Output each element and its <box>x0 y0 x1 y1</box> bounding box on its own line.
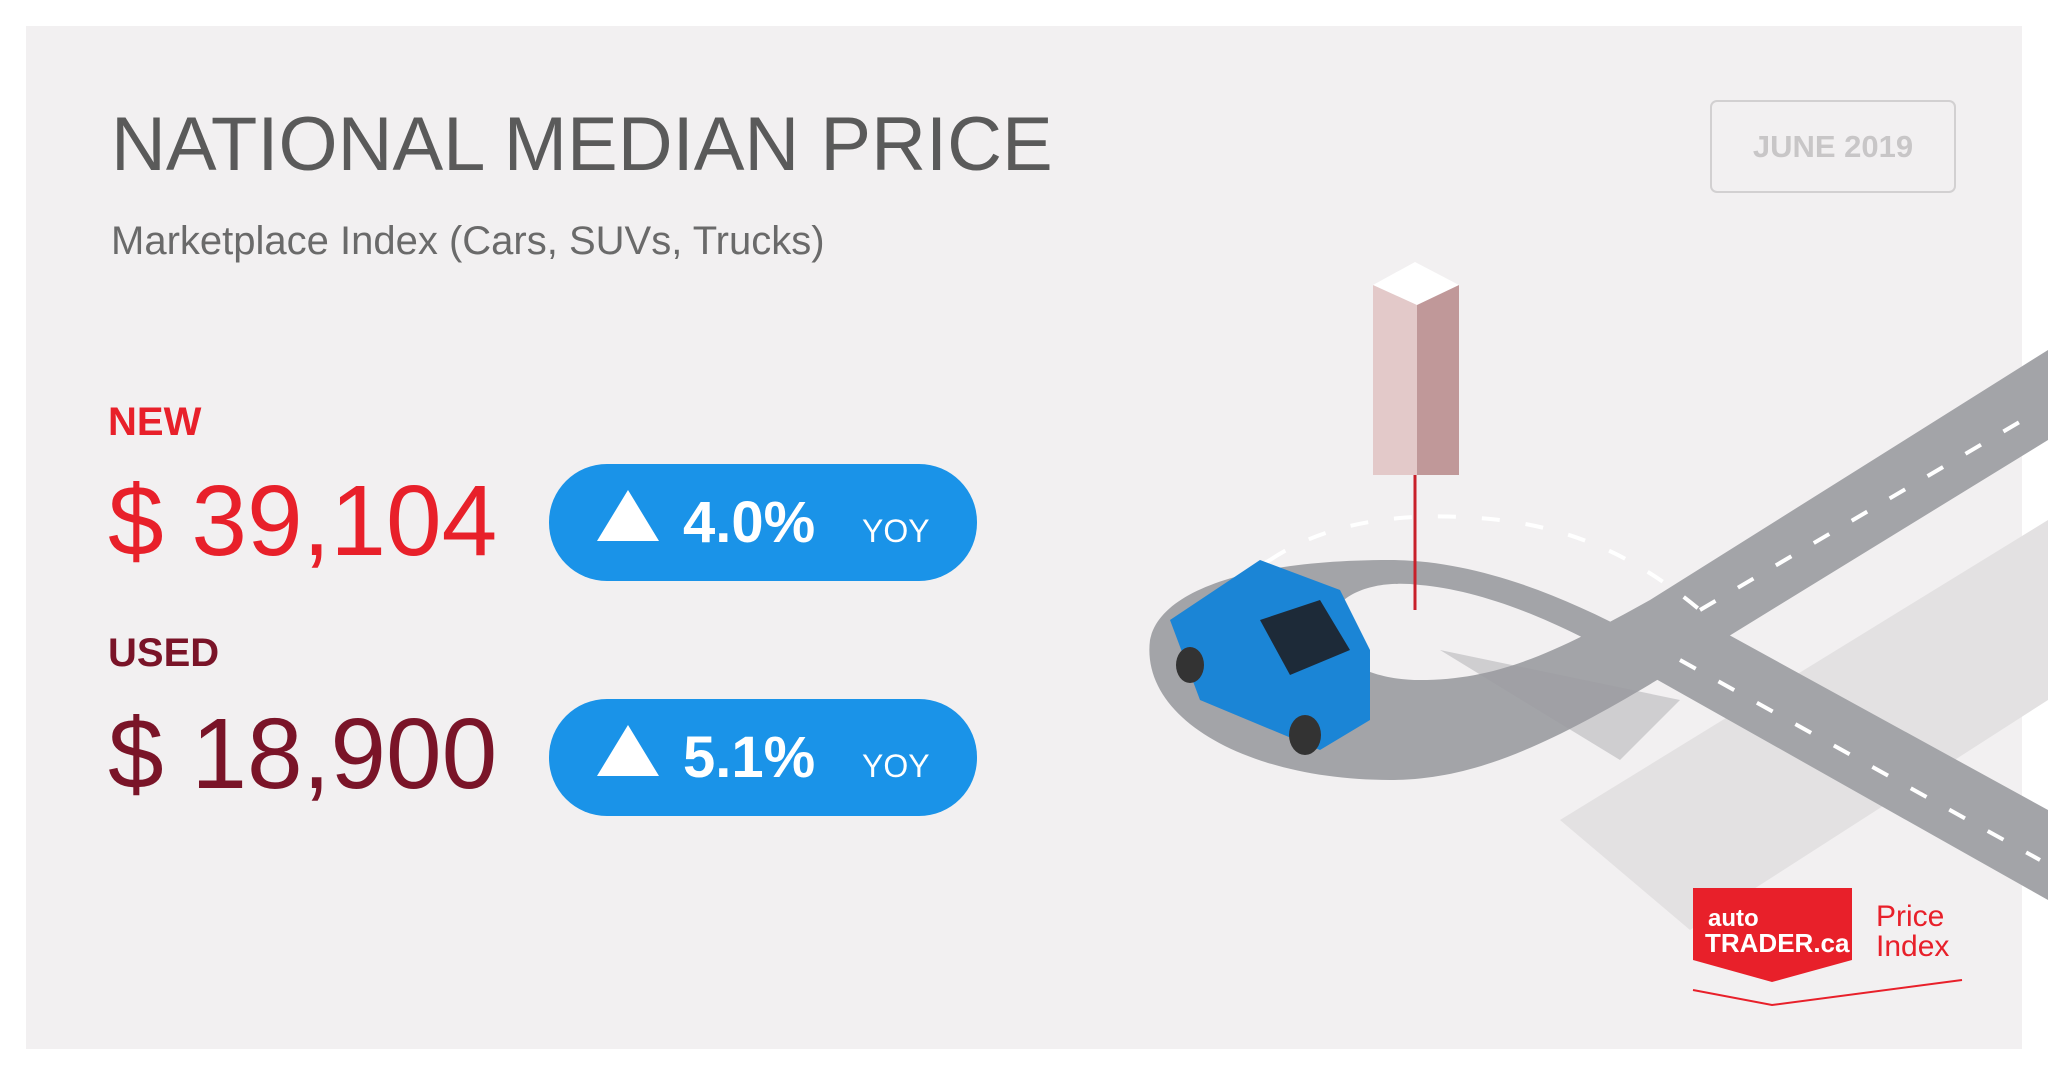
up-arrow <box>597 725 659 776</box>
logo-product: Index <box>1876 930 1949 963</box>
change-pill <box>549 699 977 816</box>
road-illustration <box>1149 262 2048 930</box>
price-label: NEW <box>108 400 202 444</box>
date: JUNE 2019 <box>1753 129 1913 164</box>
change: 5.1% <box>683 725 815 790</box>
change-pill <box>549 464 977 581</box>
title: NATIONAL MEDIAN PRICE <box>111 102 1053 187</box>
change: 4.0% <box>683 490 815 555</box>
price: $ 18,900 <box>108 698 497 810</box>
price-label: USED <box>108 631 219 675</box>
logo-product: Price <box>1876 900 1944 933</box>
date-box <box>1710 100 1956 193</box>
change-unit: YOY <box>862 748 930 784</box>
subtitle: Marketplace Index (Cars, SUVs, Trucks) <box>111 219 825 263</box>
logo: auto TRADER.ca Price Index <box>1692 888 1963 1007</box>
price: $ 39,104 <box>108 465 497 577</box>
up-arrow <box>597 490 659 541</box>
logo-brand: TRADER.ca <box>1705 928 1850 958</box>
logo-brand-top: auto <box>1708 905 1759 932</box>
change-unit: YOY <box>862 513 930 549</box>
